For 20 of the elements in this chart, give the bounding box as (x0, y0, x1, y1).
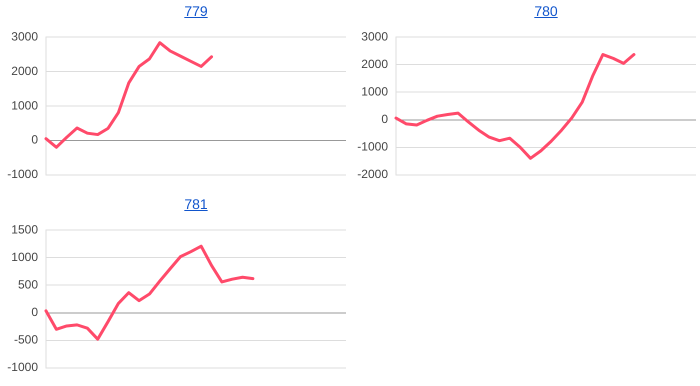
y-tick-label: 0 (31, 132, 38, 147)
y-tick-label: 1000 (361, 84, 388, 99)
y-tick-label: 500 (18, 278, 38, 292)
y-tick-label: -1000 (357, 140, 388, 154)
chart-title: 781 (183, 196, 209, 212)
chart-title: 779 (183, 3, 209, 19)
chart-title: 780 (533, 3, 559, 19)
y-tick-label: 2000 (11, 64, 38, 78)
y-tick-label: 0 (381, 112, 388, 126)
y-tick-label: -1000 (7, 360, 38, 374)
y-tick-label: -2000 (357, 167, 388, 182)
y-tick-label: 1500 (11, 222, 38, 237)
y-tick-label: -1000 (7, 167, 38, 182)
y-tick-label: 1000 (11, 98, 38, 112)
y-tick-label: 0 (31, 305, 38, 320)
y-tick-label: 2000 (361, 57, 388, 72)
y-tick-label: -500 (14, 332, 38, 347)
y-tick-label: 3000 (361, 30, 388, 44)
y-tick-label: 3000 (11, 30, 38, 44)
y-tick-label: 1000 (11, 250, 38, 264)
